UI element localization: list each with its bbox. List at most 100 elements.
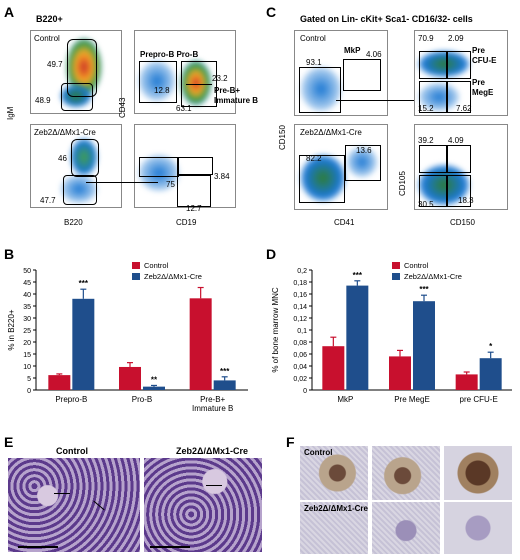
x-tick-label: Pro-B	[132, 395, 152, 404]
bar	[479, 358, 502, 390]
cell-cloud	[419, 51, 469, 77]
flow-plot-a-zeb2-b220-igm	[30, 124, 122, 208]
cell-cloud	[301, 67, 341, 111]
bar	[213, 380, 236, 390]
gate-outline	[419, 145, 447, 173]
pre-mege-label: Pre MegE	[472, 78, 494, 97]
cell-cloud	[347, 147, 377, 177]
gate-outline	[177, 157, 213, 175]
megakaryocyte-control-label: Control	[304, 448, 333, 457]
gate-header: Prepro-B Pro-B	[140, 50, 199, 59]
gate-value: 7.62	[456, 104, 472, 113]
y-tick-label: 45	[23, 280, 31, 287]
gate-value: 39.2	[418, 136, 434, 145]
histology-photo-zeb2	[144, 458, 262, 552]
gate-outline	[447, 175, 471, 207]
gate-value: 15.2	[418, 104, 434, 113]
zeb2-label: Zeb2Δ/ΔMx1-Cre	[34, 128, 96, 137]
gate-value: 47.7	[40, 196, 56, 205]
y-tick-label: 40	[23, 292, 31, 299]
gate-value: 70.9	[418, 34, 434, 43]
significance-label: ***	[419, 285, 429, 294]
y-tick-label: 15	[23, 352, 31, 359]
cell-cloud	[139, 155, 179, 191]
x-tick-label: Pre-B+	[200, 395, 225, 404]
bar	[455, 374, 478, 390]
histology-photo-control	[8, 458, 140, 552]
significance-label: ***	[353, 271, 363, 280]
legend-label: Control	[404, 261, 429, 270]
x-tick-label: pre CFU-E	[460, 395, 498, 404]
megakaryocyte-photo-zeb2-3	[444, 502, 512, 554]
legend-label: Control	[144, 261, 169, 270]
megakaryocyte-photo-zeb2-1	[300, 502, 368, 554]
panel-a-cd43-axis-label: CD43	[118, 97, 127, 118]
gate-outline	[447, 51, 471, 79]
gate-outline	[299, 67, 341, 113]
gate-outline	[139, 157, 179, 177]
gate-outline	[139, 61, 177, 103]
gate-outline	[447, 81, 471, 113]
gate-value: 75	[166, 180, 175, 189]
gate-outline	[67, 39, 97, 97]
cd19-axis-label: CD19	[176, 218, 197, 227]
gate-outline	[63, 175, 97, 205]
significance-label: *	[489, 342, 493, 351]
y-tick-label: 0,2	[297, 268, 307, 275]
y-tick-label: 0,12	[293, 316, 307, 323]
scale-bar	[18, 546, 58, 548]
gate-value: 18.3	[458, 196, 474, 205]
gate-value: 30.5	[418, 200, 434, 209]
bar	[143, 386, 165, 390]
cell-cloud	[419, 165, 469, 205]
legend-label: Zeb2Δ/ΔMx1-Cre	[404, 272, 462, 281]
cell-cloud	[301, 155, 345, 201]
gate-value: 49.7	[47, 60, 63, 69]
y-tick-label: 0,02	[293, 376, 307, 383]
y-axis-label: % in B220+	[7, 309, 16, 350]
flow-plot-a-zeb2-cd19-cd43	[134, 124, 236, 208]
panel-a-title: B220+	[36, 14, 63, 24]
y-tick-label: 50	[23, 268, 31, 275]
bar	[48, 375, 71, 390]
bar	[346, 285, 369, 390]
gate-value: 13.6	[356, 146, 372, 155]
gate-outline	[177, 175, 211, 207]
y-tick-label: 0,18	[293, 280, 307, 287]
bar	[119, 366, 141, 390]
gate-outline	[345, 145, 381, 181]
gate-value: 23.2	[212, 74, 228, 83]
panel-c-cd105-axis-label: CD105	[398, 171, 407, 196]
bar	[389, 356, 411, 390]
gate-arrow	[186, 84, 212, 85]
bar	[72, 298, 95, 390]
y-tick-label: 0,1	[297, 328, 307, 335]
bar-chart-d: 0 0,02 0,04 0,06 0,08 0,1 0,12 0,14 0,16 0,18 0,2%…	[271, 261, 512, 404]
cell-cloud	[419, 83, 459, 111]
y-tick-label: 35	[23, 304, 31, 311]
gate-value: 82.2	[306, 154, 322, 163]
megakaryocyte-photo-control-3	[444, 446, 512, 500]
megakaryocyte-zeb2-label: Zeb2Δ/ΔMx1-Cre	[304, 504, 368, 513]
scale-bar	[150, 546, 190, 548]
gate-value: 12.7	[186, 204, 202, 213]
y-tick-label: 10	[23, 364, 31, 371]
flow-plot-a-control-cd19-cd43	[134, 30, 236, 114]
gate-outline	[419, 51, 447, 79]
legend-swatch	[132, 262, 140, 269]
y-tick-label: 20	[23, 340, 31, 347]
x-tick-label: MkP	[337, 395, 353, 404]
gate-outline	[447, 145, 471, 173]
gate-value: 93.1	[306, 58, 322, 67]
flow-plot-a-control-b220-igm	[30, 30, 122, 114]
cell-cloud	[61, 175, 97, 203]
megakaryocyte-photo-control-2	[372, 446, 440, 500]
panel-letter-e: E	[4, 434, 14, 450]
legend-label: Zeb2Δ/ΔMx1-Cre	[144, 272, 202, 281]
gate-outline	[419, 81, 447, 113]
histology-control-label: Control	[56, 446, 88, 456]
gate-value: 12.8	[154, 86, 170, 95]
gate-outline	[61, 83, 93, 111]
y-tick-label: 0,14	[293, 304, 307, 311]
pre-b-immature-b-annotation: Pre-B+ Immature B	[214, 86, 259, 105]
